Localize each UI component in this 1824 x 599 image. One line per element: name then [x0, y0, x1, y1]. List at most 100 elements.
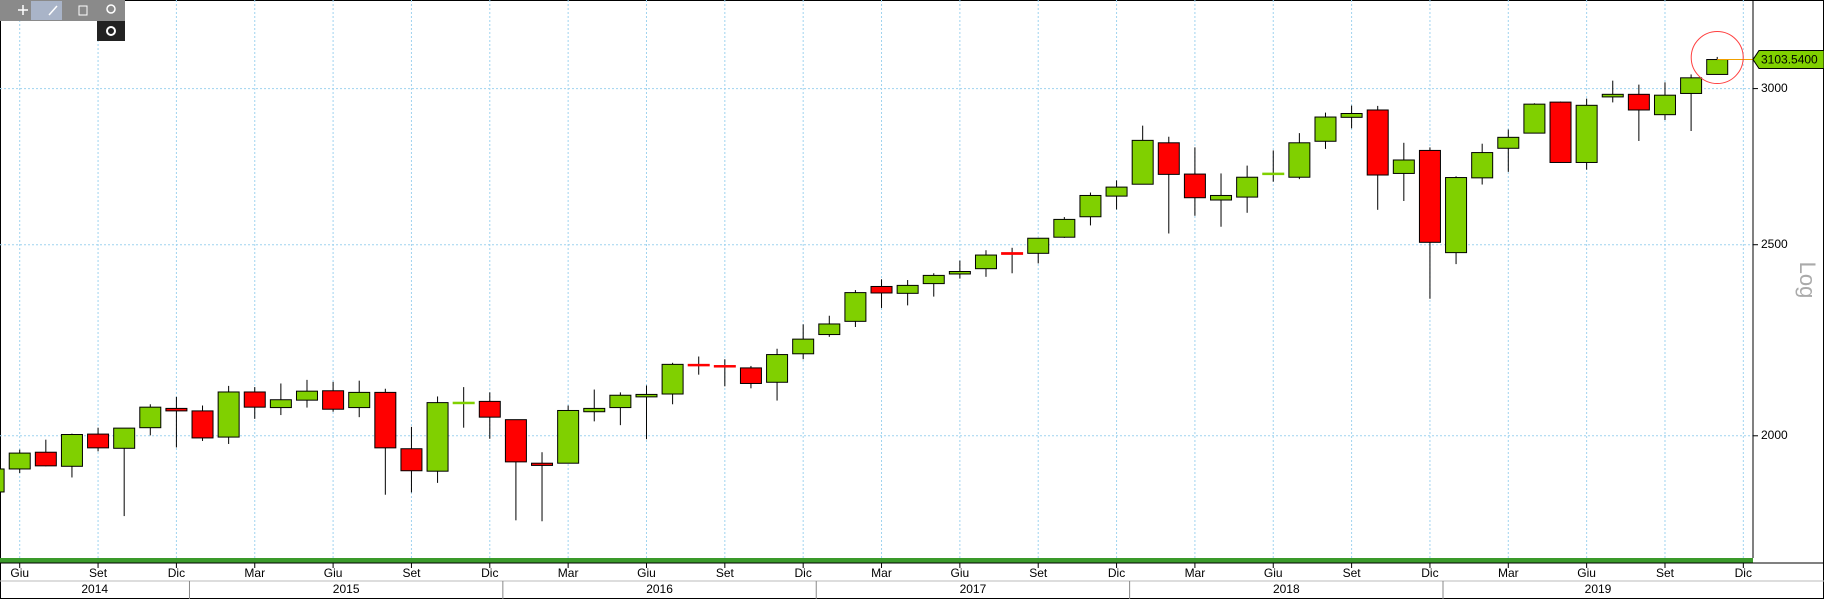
x-tick-label: Giu [324, 566, 343, 580]
candle-body [635, 393, 658, 398]
last-price-box [1752, 50, 1824, 70]
candle-body [269, 399, 292, 409]
highlight-circle [1690, 31, 1744, 85]
candle-body [34, 451, 57, 467]
x-tick-label: Mar [244, 566, 265, 580]
candle-body [452, 401, 475, 405]
candle-body [400, 448, 423, 472]
candle-body [1183, 173, 1206, 199]
year-label: 2018 [1273, 582, 1300, 596]
candle-body [0, 468, 5, 493]
candle-body [322, 390, 345, 410]
candle-body [870, 285, 893, 294]
candle-body [87, 433, 110, 449]
tool-settings-bg [97, 21, 125, 41]
candle-body [1680, 77, 1703, 94]
candle-body [1445, 177, 1468, 254]
candle-body [1392, 159, 1415, 174]
tool-zoom[interactable] [106, 4, 116, 14]
year-label: 2019 [1585, 582, 1612, 596]
candle-body [1027, 237, 1050, 254]
scroll-bar [0, 558, 1753, 563]
candle-body [8, 452, 31, 470]
candle-body [557, 409, 580, 464]
candle-body [974, 254, 997, 270]
candle-body [1575, 104, 1598, 163]
x-tick-label: Set [402, 566, 421, 580]
candle-body [191, 410, 214, 439]
candle-body [661, 363, 684, 395]
tool-line-icon [48, 5, 58, 16]
grid [0, 0, 1753, 558]
candle-body [1471, 152, 1494, 179]
candle-body [1262, 172, 1285, 176]
candle-body [1236, 176, 1259, 198]
candle-body [1497, 136, 1520, 149]
y-axis-label: Log [1795, 262, 1820, 299]
candle-body [1131, 139, 1154, 185]
candle-body [1288, 142, 1311, 178]
x-tick-label: Giu [1577, 566, 1596, 580]
x-tick-label: Dic [795, 566, 812, 580]
candle-body [1601, 93, 1624, 98]
candle-body [1418, 149, 1441, 243]
candle-body [426, 402, 449, 472]
x-tick-label: Dic [168, 566, 185, 580]
candle-body [687, 363, 710, 367]
tool-crosshair[interactable] [18, 5, 28, 15]
axes: 2000 2500 3000 Giu Set Dic Mar Giu Set Dic Mar Giu S… [10, 50, 1824, 599]
x-tick-label: Set [1343, 566, 1362, 580]
candle-body [1706, 59, 1729, 75]
year-label: 2017 [960, 582, 987, 596]
y-tick-label: 2500 [1761, 237, 1788, 251]
candle-body [713, 365, 736, 368]
candle-body [1314, 116, 1337, 142]
y-tick-label: 2000 [1761, 428, 1788, 442]
candle-body [295, 390, 318, 401]
candle-body [1627, 93, 1650, 111]
candle-body [922, 274, 945, 285]
candle-body [165, 407, 188, 412]
candle-body [1210, 194, 1233, 201]
year-label: 2016 [646, 582, 673, 596]
x-tick-label: Mar [1498, 566, 1519, 580]
candle-body [374, 391, 397, 449]
candle-body [1001, 252, 1024, 255]
x-tick-label: Mar [558, 566, 579, 580]
x-tick-label: Dic [481, 566, 498, 580]
candle-body [948, 271, 971, 275]
candles [0, 31, 1753, 522]
candle-body [139, 406, 162, 429]
candle-body [609, 394, 632, 409]
x-tick-label: Dic [1108, 566, 1125, 580]
tool-list[interactable] [78, 5, 88, 16]
candle-body [1366, 109, 1389, 176]
y-tick-label: 3000 [1761, 81, 1788, 95]
candle-body [1523, 103, 1546, 134]
x-tick-label: Set [1656, 566, 1675, 580]
x-tick-label: Mar [871, 566, 892, 580]
year-label: 2015 [333, 582, 360, 596]
candle-body [844, 292, 867, 322]
candle-body [504, 419, 527, 463]
candle-body [1340, 112, 1363, 118]
candle-body [478, 400, 501, 418]
tool-settings[interactable] [106, 26, 116, 36]
candle-body [818, 323, 841, 336]
x-tick-label: Giu [10, 566, 29, 580]
x-tick-label: Set [1029, 566, 1048, 580]
candle-body [739, 367, 762, 384]
candle-body [792, 338, 815, 355]
last-price-label: 3103.5400 [1761, 53, 1818, 67]
x-tick-label: Giu [637, 566, 656, 580]
x-tick-label: Dic [1735, 566, 1752, 580]
candle-body [243, 391, 266, 408]
candle-body [1653, 94, 1676, 116]
toolbar [0, 0, 125, 41]
year-label: 2014 [81, 582, 108, 596]
x-tick-label: Giu [951, 566, 970, 580]
tool-draw[interactable] [31, 1, 62, 20]
candle-body [1079, 194, 1102, 218]
x-tick-label: Giu [1264, 566, 1283, 580]
